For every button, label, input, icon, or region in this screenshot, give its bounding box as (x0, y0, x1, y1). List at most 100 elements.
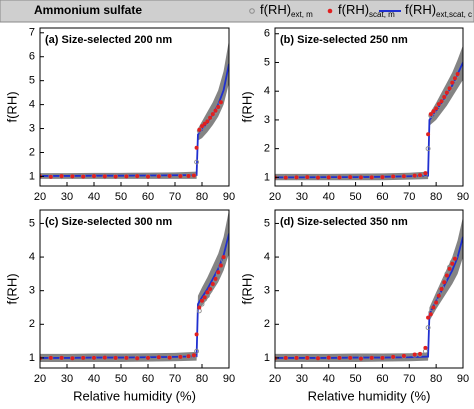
data-point (146, 355, 150, 360)
data-point (442, 94, 447, 99)
legend-subscript: ext, m (291, 10, 313, 19)
y-axis-label: f(RH) (239, 91, 254, 122)
data-point (436, 102, 441, 107)
data-point (401, 353, 406, 358)
data-point (124, 174, 129, 179)
x-tick-label: 40 (88, 191, 100, 203)
x-tick-label: 60 (142, 191, 154, 203)
plot-frame (39, 27, 230, 187)
legend-marker (249, 8, 255, 14)
x-tick-label: 30 (61, 373, 73, 385)
uncertainty-band (40, 210, 229, 362)
x-tick-label: 90 (457, 373, 469, 385)
y-axis-label: f(RH) (4, 91, 19, 122)
y-tick-label: 6 (29, 51, 35, 63)
data-point (167, 355, 172, 360)
data-point (412, 352, 417, 357)
data-point (194, 348, 200, 354)
legend-name: f(RH) (260, 2, 291, 17)
data-point (186, 354, 191, 359)
data-point (455, 71, 460, 76)
data-point (135, 356, 140, 361)
data-point (178, 174, 183, 179)
x-tick-label: 20 (269, 373, 281, 385)
y-tick-label: 5 (29, 75, 35, 87)
plot-frame (39, 209, 230, 369)
data-point (156, 355, 161, 360)
plot-area (40, 210, 229, 362)
x-tick-label: 90 (223, 373, 235, 385)
data-point (423, 345, 428, 350)
data-point (452, 256, 457, 261)
data-point (178, 354, 183, 359)
data-point (210, 112, 215, 117)
data-point (426, 315, 431, 320)
y-tick-label: 2 (264, 318, 270, 330)
data-point (431, 305, 436, 310)
header-bar (0, 0, 474, 23)
x-tick-label: 50 (349, 191, 361, 203)
plot-area (40, 39, 229, 180)
data-point (436, 293, 441, 298)
data-point (380, 175, 385, 180)
data-point (444, 273, 449, 278)
y-tick-label: 4 (264, 251, 270, 263)
x-tick-label: 70 (169, 373, 181, 385)
x-tick-label: 90 (457, 191, 469, 203)
data-point (102, 355, 107, 360)
data-point (167, 173, 172, 178)
data-point (358, 175, 363, 180)
data-point (216, 105, 221, 109)
data-point (186, 173, 191, 178)
data-point (197, 127, 202, 132)
data-point (418, 173, 423, 178)
x-tick-label: 70 (403, 191, 415, 203)
data-point (218, 263, 223, 268)
y-axis-label: f(RH) (4, 273, 19, 304)
data-point (447, 266, 452, 271)
data-point (218, 100, 223, 105)
data-point (202, 121, 207, 126)
x-tick-label: 80 (430, 373, 442, 385)
panel-title: (d) Size-selected 350 nm (280, 216, 408, 228)
y-tick-label: 7 (29, 27, 35, 39)
calculated-line (40, 63, 229, 177)
data-point (208, 115, 213, 120)
data-point (348, 355, 353, 360)
data-point (326, 175, 331, 180)
data-point (428, 112, 433, 117)
data-point (200, 298, 204, 303)
y-tick-label: 3 (29, 285, 35, 297)
y-tick-label: 1 (264, 171, 270, 183)
x-tick-label: 30 (296, 373, 308, 385)
y-axis-label: f(RH) (239, 273, 254, 304)
legend-label: f(RH)ext, m (260, 2, 313, 19)
data-point (59, 174, 64, 179)
panel: 20 30 40 50 60 70 80 90 1 2 3 4 5 6 7 (a) Size-selected… (4, 27, 235, 203)
x-tick-label: 40 (323, 191, 335, 203)
data-point (156, 174, 161, 179)
data-point (216, 270, 221, 275)
data-point (194, 145, 199, 150)
x-tick-label: 20 (269, 191, 281, 203)
data-point (444, 90, 449, 95)
data-point (428, 312, 433, 317)
data-point (113, 174, 118, 179)
data-point (205, 119, 210, 124)
legend-label: f(RH)ext,scat, c (405, 2, 472, 19)
x-tick-label: 60 (142, 373, 154, 385)
x-tick-label: 50 (349, 373, 361, 385)
legend-label: f(RH)scat, m (338, 2, 395, 19)
data-point (283, 175, 288, 180)
data-point (391, 354, 396, 359)
data-point (92, 355, 96, 360)
y-tick-label: 2 (264, 143, 270, 155)
y-tick-label: 4 (264, 85, 270, 97)
data-point (294, 355, 299, 360)
data-point (124, 355, 129, 360)
data-point (135, 174, 140, 179)
data-point (213, 108, 218, 113)
legend: f(RH)ext, m f(RH)scat, m f(RH)ext,scat, c (249, 2, 472, 19)
data-point (423, 171, 428, 176)
x-tick-label: 70 (403, 373, 415, 385)
